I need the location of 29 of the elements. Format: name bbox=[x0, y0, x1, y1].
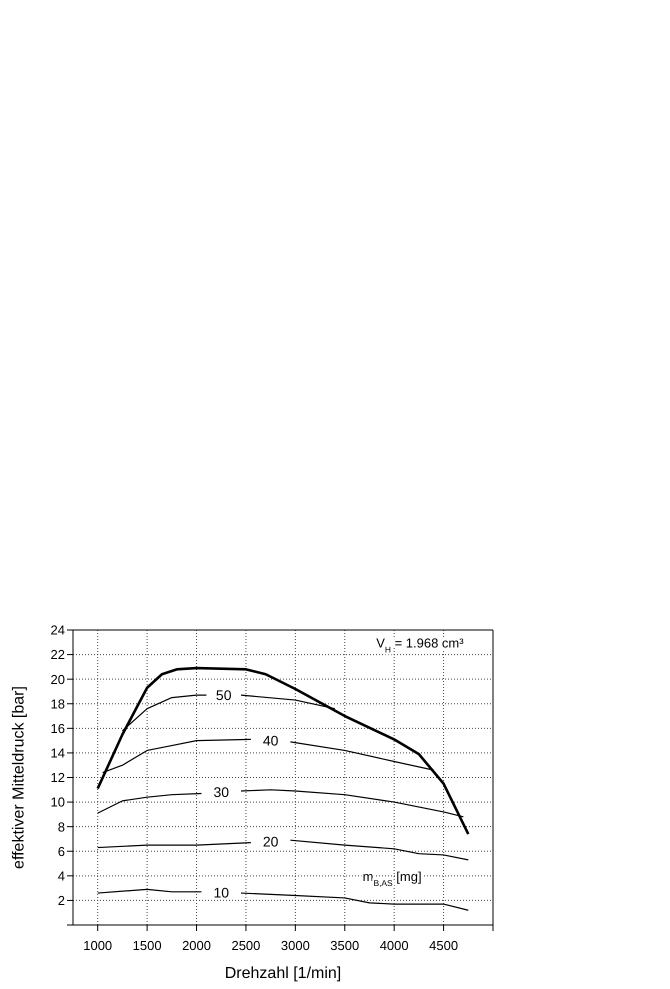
y-tick-label: 20 bbox=[50, 672, 65, 687]
series-label: 50 bbox=[216, 687, 232, 704]
y-tick-label: 22 bbox=[50, 647, 65, 662]
y-tick-label: 12 bbox=[50, 770, 65, 786]
x-tick-label: 2500 bbox=[231, 938, 260, 954]
y-axis-title: effektiver Mitteldruck [bar] bbox=[10, 686, 28, 869]
x-tick-label: 2000 bbox=[182, 938, 211, 954]
y-tick-label: 4 bbox=[58, 868, 65, 884]
y-tick-label: 6 bbox=[58, 844, 65, 859]
y-tick-label: 24 bbox=[50, 622, 65, 638]
annotation: m$_{B,AS}$ [mg] bbox=[362, 868, 422, 888]
series-label: 10 bbox=[213, 884, 230, 900]
y-tick-label: 18 bbox=[50, 696, 65, 712]
x-tick-label: 4000 bbox=[380, 938, 409, 954]
x-axis-title: Drehzahl [1/min] bbox=[224, 965, 342, 982]
x-tick-label: 3500 bbox=[330, 938, 360, 954]
y-tick-label: 10 bbox=[50, 794, 65, 810]
series-label: 30 bbox=[213, 784, 230, 800]
series-label: 40 bbox=[262, 732, 279, 749]
y-tick-label: 14 bbox=[50, 746, 65, 761]
y-tick-label: 16 bbox=[50, 720, 65, 736]
x-tick-label: 3000 bbox=[280, 938, 310, 954]
y-tick-label: 2 bbox=[58, 893, 65, 908]
x-tick-label: 1500 bbox=[132, 938, 162, 954]
x-tick-label: 4500 bbox=[429, 938, 458, 954]
x-tick-label: 1000 bbox=[83, 938, 112, 954]
series-label: 20 bbox=[262, 833, 279, 850]
annotation: V$_{H}$ = 1.968 cm³ bbox=[376, 636, 464, 655]
y-tick-label: 8 bbox=[58, 819, 65, 834]
